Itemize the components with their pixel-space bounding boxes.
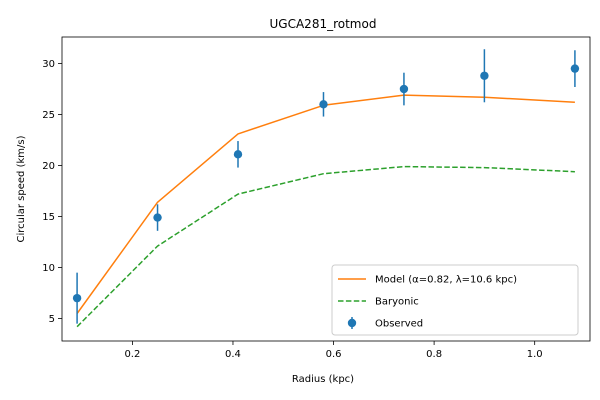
x-tick-label: 1.0 xyxy=(527,349,543,360)
series-line-baryonic xyxy=(76,165,575,328)
y-tick-label: 15 xyxy=(42,212,55,223)
x-tick-label: 0.4 xyxy=(225,349,241,360)
legend-label: Model (α=0.82, λ=10.6 kpc) xyxy=(375,275,517,286)
observed-point xyxy=(399,84,409,94)
observed-point xyxy=(72,293,82,303)
y-axis-label: Circular speed (km/s) xyxy=(16,135,27,242)
x-tick-label: 0.8 xyxy=(426,349,442,360)
axes-frame xyxy=(61,36,591,342)
legend-swatch-observed-point xyxy=(347,318,357,328)
legend-label: Observed xyxy=(375,319,423,330)
plot-area: 0.2 0.4 0.6 0.8 1.0 5 10 15 20 25 30 Model (α=0.82,… xyxy=(42,36,591,360)
observed-point xyxy=(233,150,243,159)
y-tick-label: 5 xyxy=(49,314,55,325)
y-tick-label: 25 xyxy=(42,110,55,121)
y-tick-label: 20 xyxy=(42,161,55,172)
legend-label: Baryonic xyxy=(375,297,419,308)
observed-point xyxy=(570,64,580,73)
observed-point xyxy=(153,213,162,222)
observed-point xyxy=(319,100,328,109)
chart-title: UGCA281_rotmod xyxy=(270,17,377,31)
x-axis-label: Radius (kpc) xyxy=(292,374,354,385)
x-tick-label: 0.6 xyxy=(326,349,342,360)
legend-box xyxy=(331,264,579,336)
y-tick-label: 10 xyxy=(42,263,55,274)
x-tick-label: 0.2 xyxy=(124,349,140,360)
y-tick-label: 30 xyxy=(42,59,55,70)
observed-point xyxy=(480,71,489,80)
